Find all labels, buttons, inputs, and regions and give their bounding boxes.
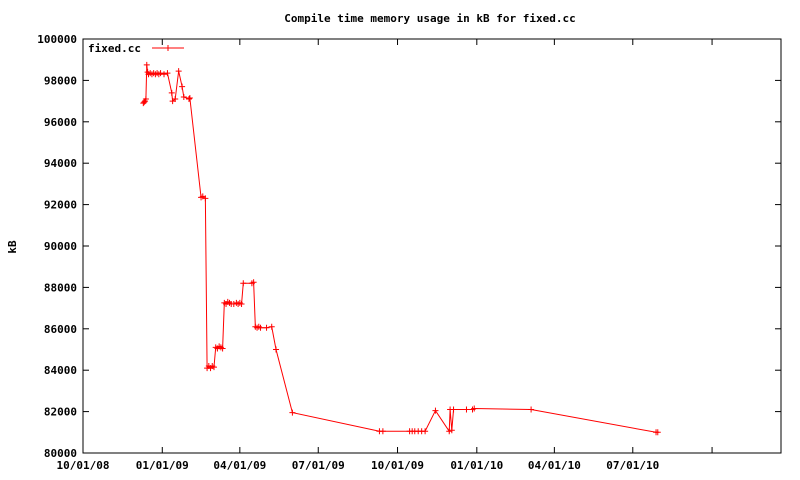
legend-marker — [165, 45, 171, 51]
data-point — [157, 70, 164, 77]
data-point — [471, 405, 478, 412]
y-tick-label: 86000 — [44, 323, 77, 336]
data-point — [210, 364, 217, 371]
data-point — [168, 89, 175, 96]
data-point — [268, 323, 275, 330]
data-point — [219, 345, 226, 352]
x-tick-label: 01/01/09 — [136, 459, 189, 472]
data-point — [432, 407, 439, 414]
y-tick-label: 92000 — [44, 199, 77, 212]
data-point — [172, 96, 179, 103]
x-tick-label: 01/01/10 — [450, 459, 503, 472]
legend-marker-cross — [165, 45, 171, 51]
data-point — [257, 324, 264, 331]
x-tick-label: 10/01/08 — [57, 459, 110, 472]
y-ticks: 80000 82000 84000 86000 88000 90000 92000 94000… — [37, 33, 781, 460]
y-tick-label: 100000 — [37, 33, 77, 46]
data-point — [379, 428, 386, 435]
data-point — [141, 99, 148, 106]
data-point — [463, 406, 470, 413]
x-tick-label: 07/01/10 — [606, 459, 659, 472]
x-tick-label: 04/01/09 — [213, 459, 266, 472]
data-point — [289, 409, 296, 416]
data-point — [161, 71, 168, 78]
y-tick-label: 90000 — [44, 240, 77, 253]
data-point — [143, 61, 150, 68]
data-point — [446, 428, 453, 435]
y-tick-label: 88000 — [44, 281, 77, 294]
legend-label: fixed.cc — [88, 42, 141, 55]
data-point — [654, 429, 661, 436]
y-tick-label: 80000 — [44, 447, 77, 460]
data-point — [273, 346, 280, 353]
y-tick-label: 96000 — [44, 116, 77, 129]
chart-title: Compile time memory usage in kB for fixe… — [284, 12, 575, 25]
data-point — [422, 428, 429, 435]
data-point — [448, 427, 455, 434]
x-tick-label: 04/01/10 — [528, 459, 581, 472]
y-tick-label: 84000 — [44, 364, 77, 377]
data-point — [250, 279, 257, 286]
y-axis-label: kB — [6, 240, 19, 254]
data-point — [175, 68, 182, 75]
y-tick-label: 94000 — [44, 157, 77, 170]
data-point — [450, 406, 457, 413]
data-point — [185, 96, 192, 103]
data-point — [263, 324, 270, 331]
data-point — [240, 280, 247, 287]
data-point — [142, 96, 149, 103]
x-ticks: 10/01/08 01/01/09 04/01/09 07/01/09 10/01/09… — [57, 39, 713, 472]
data-point — [202, 195, 209, 202]
legend: fixed.cc — [88, 42, 184, 55]
data-point — [180, 93, 187, 100]
data-point — [238, 300, 245, 307]
data-point — [164, 70, 171, 77]
data-point — [186, 94, 193, 101]
y-tick-label: 98000 — [44, 74, 77, 87]
series-layer — [140, 61, 661, 436]
x-tick-label: 10/01/09 — [371, 459, 424, 472]
data-point — [528, 406, 535, 413]
x-tick-label: 07/01/09 — [292, 459, 345, 472]
data-point — [179, 83, 186, 90]
y-tick-label: 82000 — [44, 406, 77, 419]
